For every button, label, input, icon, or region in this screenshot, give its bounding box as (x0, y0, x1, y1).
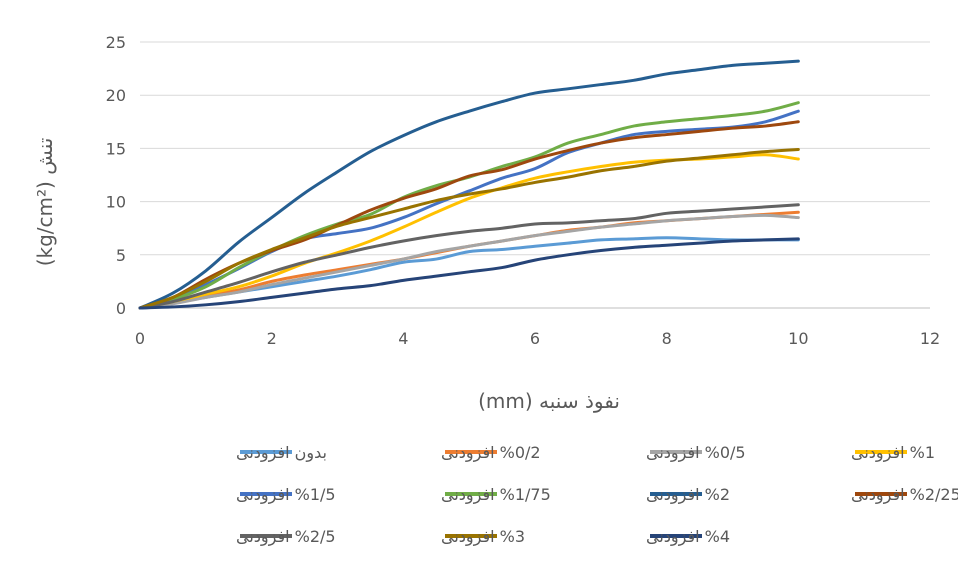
legend-item: %2/5 افزودنی (236, 527, 336, 547)
x-tick-label: 2 (267, 329, 277, 348)
series-line-6 (138, 101, 800, 310)
legend-item: %2/25 افزودنی (851, 485, 958, 505)
legend-item: %2 افزودنی (646, 485, 730, 505)
legend-item: %4 افزودنی (646, 527, 730, 547)
series-line-3 (138, 213, 800, 310)
y-tick-label: 25 (106, 33, 126, 52)
legend-item: %3 افزودنی (441, 527, 525, 547)
x-axis-title: نفوذ سنبه (mm) (478, 389, 620, 413)
series-line-5 (138, 109, 800, 310)
series-layer (138, 59, 800, 310)
legend-label: %1/5 افزودنی (236, 485, 336, 505)
x-tick-label: 10 (788, 329, 808, 348)
legend-label: %2/5 افزودنی (236, 527, 336, 547)
legend-item: %0/5 افزودنی (646, 443, 746, 463)
legend-label: %2/25 افزودنی (851, 485, 958, 505)
legend-label: %1 افزودنی (851, 443, 935, 463)
legend-label: %4 افزودنی (646, 527, 730, 547)
y-tick-label: 15 (106, 139, 126, 158)
x-tick-label: 8 (662, 329, 672, 348)
legend-label: %0/2 افزودنی (441, 443, 541, 463)
legend-item: %1/75 افزودنی (441, 485, 551, 505)
legend: بدون افزودنی %0/2 افزودنی %0/5 افزودنی %1 ا… (236, 443, 958, 547)
series-line-2 (138, 210, 800, 310)
y-tick-label: 0 (116, 299, 126, 318)
x-tick-label: 12 (920, 329, 940, 348)
y-tick-label: 20 (106, 86, 126, 105)
y-tick-label: 10 (106, 193, 126, 212)
legend-item: بدون افزودنی (236, 443, 327, 463)
y-axis-title: تنش (kg/cm²) (33, 138, 57, 267)
y-tick-label: 5 (116, 246, 126, 265)
legend-label: %1/75 افزودنی (441, 485, 551, 505)
legend-item: %1/5 افزودنی (236, 485, 336, 505)
x-tick-label: 6 (530, 329, 540, 348)
series-line-7 (138, 59, 800, 310)
series-line-10 (138, 147, 800, 310)
x-tick-label: 0 (135, 329, 145, 348)
legend-label: %0/5 افزودنی (646, 443, 746, 463)
legend-label: %2 افزودنی (646, 485, 730, 505)
legend-item: %0/2 افزودنی (441, 443, 541, 463)
grid-layer (140, 41, 930, 256)
legend-label: %3 افزودنی (441, 527, 525, 547)
series-line-11 (138, 237, 800, 310)
axis-layer: 0 5 10 15 20 25 0 2 4 6 8 10 12 (106, 33, 941, 348)
legend-label: بدون افزودنی (236, 443, 327, 463)
series-line-8 (138, 120, 800, 310)
series-line-9 (138, 203, 800, 310)
legend-item: %1 افزودنی (851, 443, 935, 463)
x-tick-label: 4 (398, 329, 408, 348)
